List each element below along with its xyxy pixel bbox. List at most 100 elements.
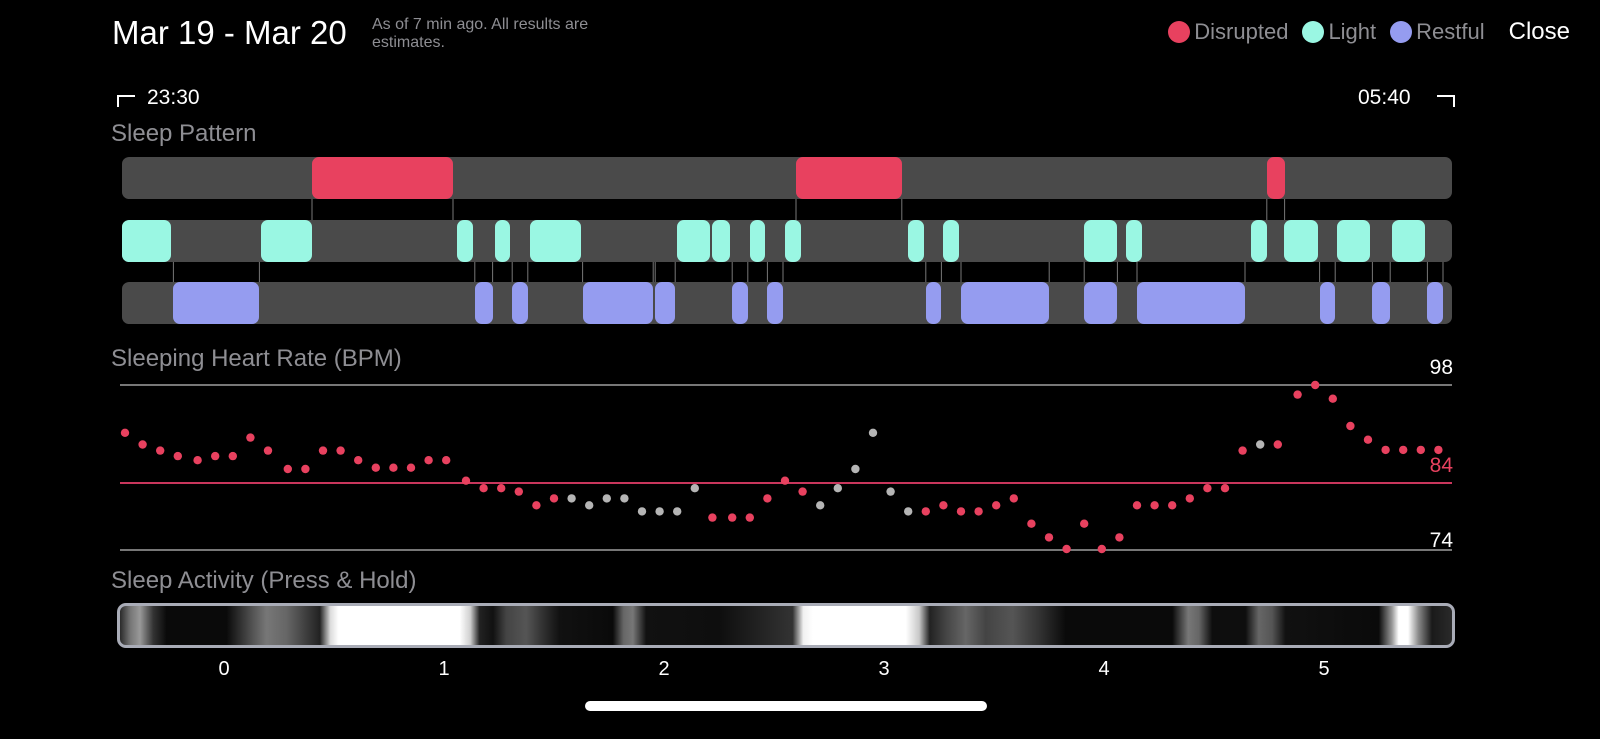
heart-rate-point	[1044, 533, 1054, 542]
light-segment	[1337, 220, 1371, 262]
heart-rate-point	[263, 446, 273, 455]
heart-rate-point	[637, 507, 647, 516]
restful-segment	[173, 282, 260, 324]
heart-rate-point	[156, 446, 165, 455]
restful-track[interactable]	[122, 282, 1452, 324]
start-time: 23:30	[147, 86, 200, 109]
heart-rate-point	[673, 507, 682, 516]
heart-rate-point	[424, 456, 433, 465]
restful-segment	[732, 282, 748, 324]
heart-rate-point	[655, 507, 664, 516]
restful-segment	[1319, 282, 1336, 324]
heart-rate-point	[406, 463, 416, 472]
heart-rate-point	[974, 507, 983, 516]
heart-rate-point	[120, 428, 130, 437]
light-dot-icon	[1302, 21, 1325, 43]
heart-rate-point	[1399, 445, 1408, 455]
heart-rate-point	[939, 501, 948, 510]
heart-rate-point	[868, 428, 878, 437]
heart-rate-point	[1150, 501, 1159, 510]
restful-segment	[1372, 282, 1391, 324]
light-segment	[749, 220, 766, 262]
heart-rate-point	[1273, 440, 1283, 449]
hr-min-line	[120, 549, 1452, 551]
heart-rate-point	[956, 507, 966, 516]
heart-rate-point	[497, 484, 506, 493]
heart-rate-point	[246, 433, 255, 442]
light-segment	[494, 220, 511, 262]
sleep-activity-strip[interactable]	[117, 603, 1455, 648]
legend-restful-label: Restful	[1416, 19, 1485, 44]
heart-rate-point	[708, 513, 717, 522]
x-tick-0: 0	[218, 658, 230, 680]
heart-rate-point	[354, 456, 363, 465]
legend-disrupted-label: Disrupted	[1194, 19, 1289, 44]
disrupted-track[interactable]	[122, 157, 1452, 199]
heart-rate-title: Sleeping Heart Rate (BPM)	[111, 345, 402, 372]
restful-segment	[961, 282, 1050, 324]
heart-rate-point	[904, 507, 913, 516]
x-tick-4: 4	[1098, 658, 1110, 680]
light-segment	[261, 220, 313, 262]
heart-rate-point	[1027, 519, 1036, 528]
light-segment	[1284, 220, 1318, 262]
disrupted-dot-icon	[1168, 21, 1191, 43]
light-segment	[1392, 220, 1426, 262]
restful-segment	[512, 282, 528, 324]
disrupted-segment	[312, 157, 453, 199]
heart-rate-point	[549, 494, 559, 503]
heart-rate-point	[728, 513, 737, 522]
close-button[interactable]: Close	[1508, 18, 1570, 45]
heart-rate-point	[1220, 484, 1230, 493]
heart-rate-point	[833, 484, 842, 493]
legend-light: Light	[1302, 19, 1376, 45]
heart-rate-point	[336, 446, 345, 455]
disrupted-segment	[796, 157, 902, 199]
light-segment	[1251, 220, 1267, 262]
heart-rate-point	[886, 487, 895, 496]
home-indicator[interactable]	[585, 701, 987, 711]
heart-rate-point	[1115, 533, 1124, 542]
heart-rate-point	[1009, 494, 1018, 503]
sleep-activity-title: Sleep Activity (Press & Hold)	[111, 567, 417, 594]
restful-dot-icon	[1390, 21, 1413, 43]
heart-rate-point	[211, 451, 220, 461]
heart-rate-point	[1293, 390, 1302, 399]
x-tick-1: 1	[438, 658, 450, 680]
light-segment	[529, 220, 581, 262]
heart-rate-point	[763, 494, 772, 503]
light-segment	[908, 220, 924, 262]
heart-rate-point	[1328, 394, 1338, 403]
legend-restful: Restful	[1390, 19, 1485, 45]
heart-rate-point	[228, 451, 237, 461]
heart-rate-point	[851, 464, 860, 474]
heart-rate-point	[816, 501, 825, 510]
heart-rate-point	[602, 494, 611, 503]
heart-rate-point	[1381, 445, 1390, 455]
heart-rate-point	[1238, 446, 1247, 455]
restful-segment	[582, 282, 654, 324]
legend-light-label: Light	[1328, 19, 1377, 44]
legend-disrupted: Disrupted	[1168, 19, 1288, 45]
heart-rate-point	[479, 484, 488, 493]
restful-segment	[1137, 282, 1245, 324]
light-track[interactable]	[122, 220, 1452, 262]
light-segment	[457, 220, 473, 262]
start-bracket-icon	[117, 95, 135, 107]
light-segment	[122, 220, 172, 262]
hr-max-label: 98	[1429, 356, 1453, 379]
heart-rate-point	[1080, 519, 1089, 528]
end-bracket-icon	[1437, 95, 1455, 107]
heart-rate-point	[992, 501, 1001, 510]
end-time: 05:40	[1358, 86, 1411, 109]
heart-rate-point	[567, 494, 576, 503]
heart-rate-point	[798, 487, 807, 496]
heart-rate-point	[1168, 501, 1177, 510]
heart-rate-point	[1416, 445, 1426, 455]
heart-rate-point	[745, 513, 754, 522]
hr-min-label: 74	[1429, 529, 1453, 552]
heart-rate-point	[138, 440, 147, 449]
heart-rate-point	[442, 456, 451, 465]
estimate-note: As of 7 min ago. All results are estimat…	[372, 16, 589, 51]
light-segment	[1084, 220, 1118, 262]
